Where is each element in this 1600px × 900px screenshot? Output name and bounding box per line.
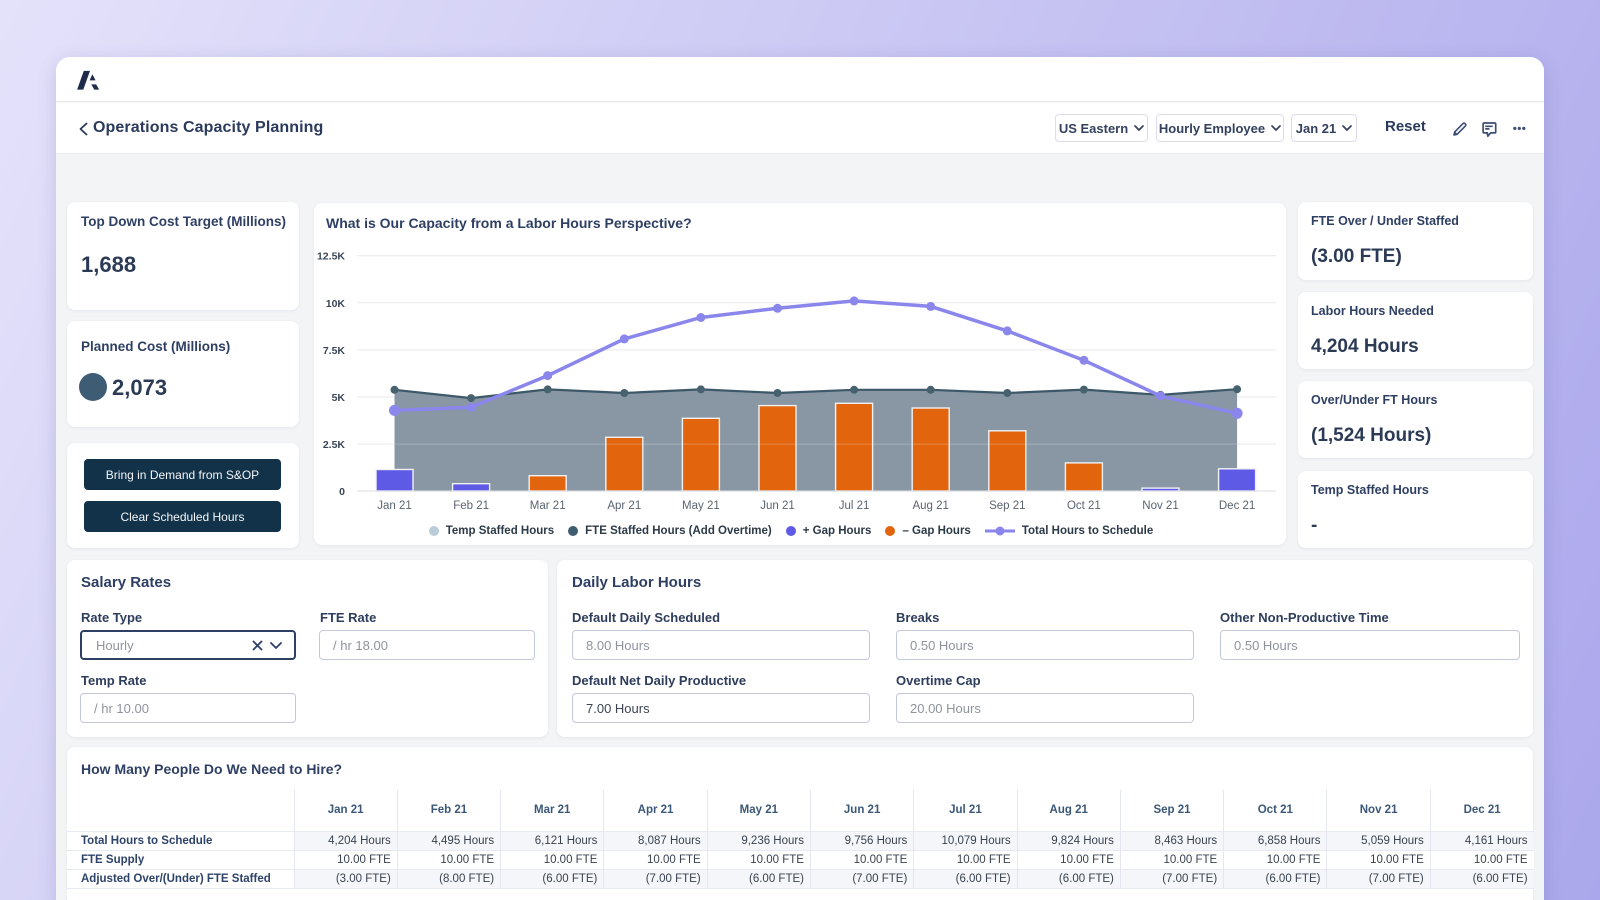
svg-text:2.5K: 2.5K [323,439,346,451]
svg-text:Sep 21: Sep 21 [989,500,1025,512]
svg-text:Mar 21: Mar 21 [530,500,566,512]
svg-text:Aug 21: Aug 21 [912,500,948,512]
svg-text:Nov 21: Nov 21 [1142,500,1178,512]
svg-text:12.5K: 12.5K [317,251,345,263]
svg-text:Jul 21: Jul 21 [839,500,870,512]
svg-text:7.5K: 7.5K [323,345,346,357]
svg-text:Jun 21: Jun 21 [760,500,795,512]
svg-text:Apr 21: Apr 21 [607,500,641,512]
svg-text:Feb 21: Feb 21 [453,500,489,512]
svg-text:0: 0 [339,486,345,498]
svg-text:Dec 21: Dec 21 [1219,500,1255,512]
svg-text:May 21: May 21 [682,500,720,512]
svg-text:Jan 21: Jan 21 [377,500,412,512]
svg-text:5K: 5K [332,392,346,404]
svg-text:Oct 21: Oct 21 [1067,500,1101,512]
svg-text:10K: 10K [326,298,346,310]
